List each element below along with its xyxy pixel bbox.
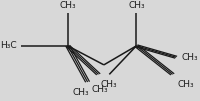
- Text: CH₃: CH₃: [178, 80, 195, 89]
- Text: CH₃: CH₃: [182, 53, 198, 62]
- Text: H₃C: H₃C: [1, 41, 17, 50]
- Text: CH₃: CH₃: [59, 1, 76, 10]
- Text: CH₃: CH₃: [101, 80, 118, 89]
- Text: CH₃: CH₃: [73, 88, 90, 97]
- Text: CH₃: CH₃: [128, 1, 145, 10]
- Text: CH₃: CH₃: [92, 85, 109, 94]
